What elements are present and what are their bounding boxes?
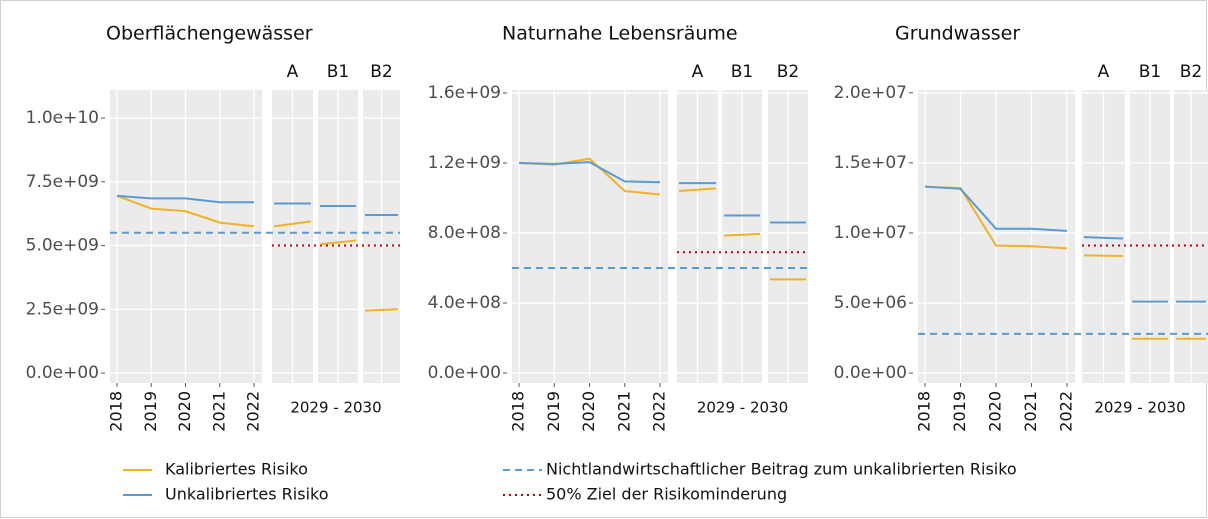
x-tick-label: 2019	[544, 391, 563, 432]
scenario-line	[723, 232, 761, 237]
y-tick-label: 1.6e+09	[428, 83, 501, 103]
scenario-label: B1	[1139, 62, 1161, 82]
series-line	[518, 161, 661, 184]
scenario-label: B2	[777, 62, 799, 82]
y-tick-label: 0.0e+00	[428, 363, 501, 383]
x-tick-label: 2019	[141, 391, 160, 432]
y-tick-label: 5.0e+09	[26, 236, 99, 256]
scenario-line	[319, 239, 357, 246]
x-tick-label: 2018	[107, 391, 126, 432]
y-tick-label: 2.5e+09	[26, 299, 99, 319]
x-tick-label: 2020	[579, 391, 598, 432]
scenario-label: B2	[1180, 62, 1202, 82]
x-tick-label: 2021	[1021, 391, 1040, 432]
x-tick-label: 2018	[915, 391, 934, 432]
scenario-line	[1083, 236, 1124, 240]
y-tick-label: 1.2e+09	[428, 153, 501, 173]
legend-label: Nichtlandwirtschaftlicher Beitrag zum un…	[546, 460, 1017, 479]
y-tick-label: 2.0e+07	[834, 83, 907, 103]
x-tick-label: 2019	[950, 391, 969, 432]
scenario-label: A	[287, 62, 299, 82]
y-tick-label: 1.5e+07	[834, 153, 907, 173]
scenario-label: A	[692, 62, 704, 82]
x-tick-label: 2022	[244, 391, 263, 432]
legend-label: Kalibriertes Risiko	[165, 460, 308, 479]
scenario-line	[273, 220, 312, 228]
y-tick-label: 1.0e+07	[834, 223, 907, 243]
legend-label: Unkalibriertes Risiko	[165, 485, 329, 504]
series-line	[924, 185, 1068, 232]
x-tick-label: 2022	[650, 391, 669, 432]
y-tick-label: 8.0e+08	[428, 223, 501, 243]
panel-title: Naturnahe Lebensräume	[502, 23, 738, 45]
scenario-axis-label: 2029 - 2030	[1094, 399, 1185, 417]
y-tick-label: 0.0e+00	[26, 363, 99, 383]
scenario-line	[364, 308, 399, 312]
x-tick-label: 2020	[986, 391, 1005, 432]
scenario-axis-label: 2029 - 2030	[697, 399, 788, 417]
x-tick-label: 2022	[1057, 391, 1076, 432]
y-tick-label: 7.5e+09	[26, 172, 99, 192]
scenario-axis-label: 2029 - 2030	[290, 399, 381, 417]
scenario-label: B1	[327, 62, 349, 82]
y-tick-label: 4.0e+08	[428, 293, 501, 313]
legend-label: 50% Ziel der Risikominderung	[546, 485, 787, 504]
panel-title: Grundwasser	[895, 23, 1020, 45]
scenario-line	[678, 187, 717, 192]
x-tick-label: 2021	[209, 391, 228, 432]
scenario-label: B1	[731, 62, 753, 82]
x-tick-label: 2018	[509, 391, 528, 432]
y-tick-label: 1.0e+10	[26, 108, 99, 128]
panel-title: Oberflächengewässer	[106, 23, 313, 45]
x-tick-label: 2020	[175, 391, 194, 432]
scenario-label: A	[1098, 62, 1110, 82]
y-tick-label: 0.0e+00	[834, 363, 907, 383]
scenario-line	[1083, 254, 1124, 258]
series-line	[116, 194, 254, 204]
scenario-label: B2	[370, 62, 392, 82]
series-line	[116, 194, 255, 228]
x-tick-label: 2021	[614, 391, 633, 432]
y-tick-label: 5.0e+06	[834, 293, 907, 313]
